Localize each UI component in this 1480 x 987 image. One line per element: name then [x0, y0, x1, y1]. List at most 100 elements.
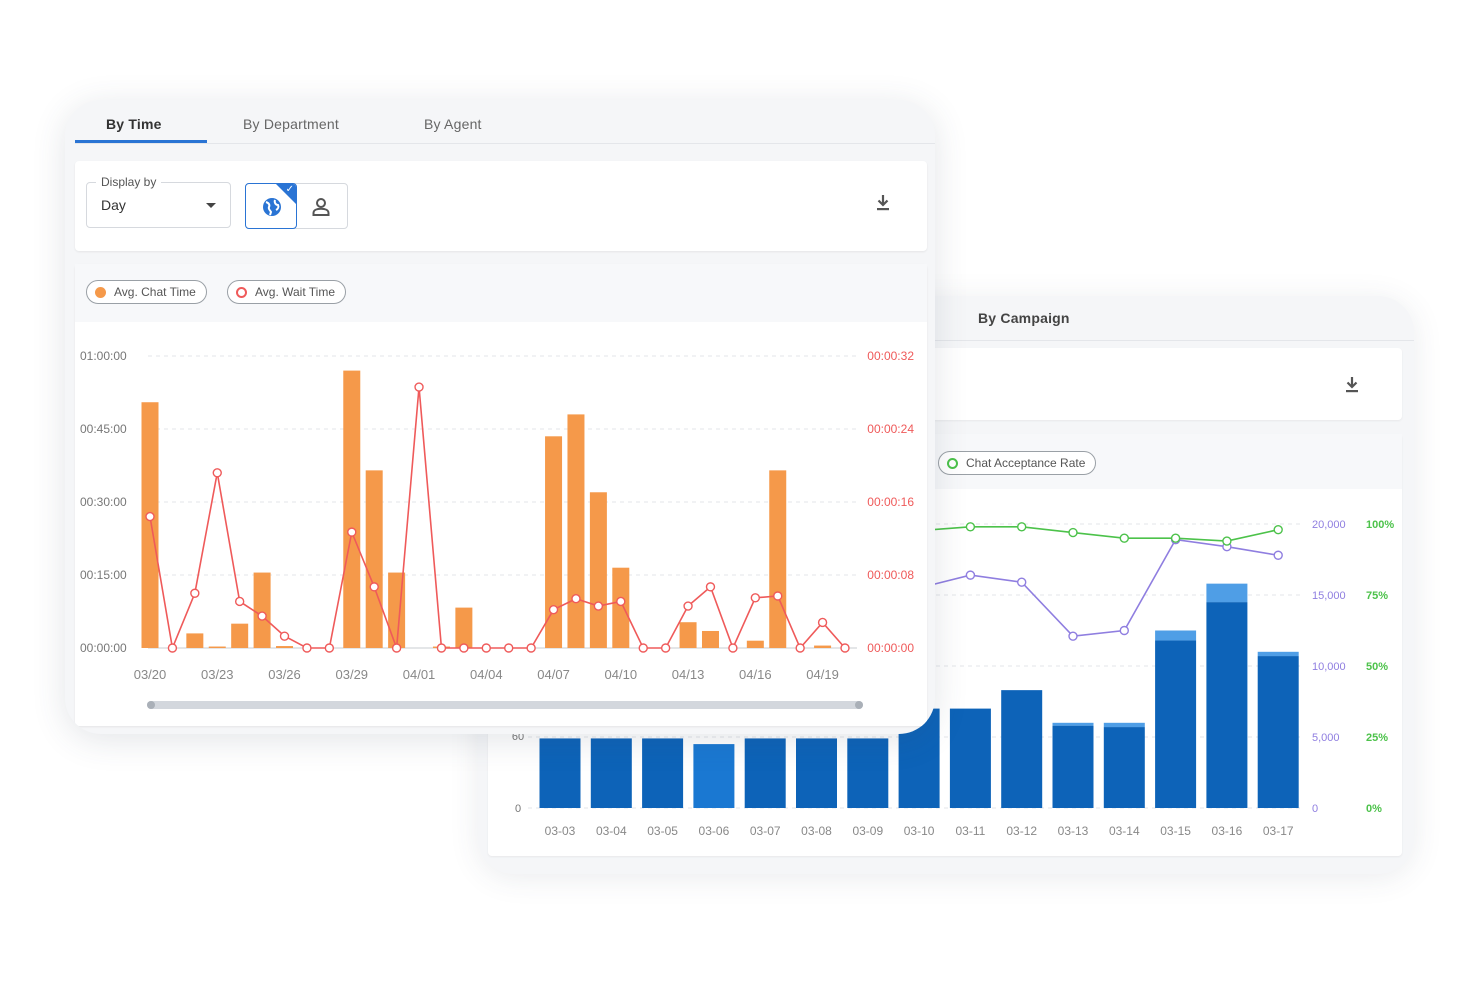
person-icon[interactable]	[310, 196, 332, 218]
wait-time-point	[145, 511, 155, 522]
wait-time-point	[436, 643, 447, 653]
x-axis-tick: 04/13	[672, 667, 705, 682]
chat-time-bar	[769, 470, 787, 648]
campaign-bar	[796, 738, 837, 808]
chat-time-bar	[567, 414, 585, 648]
y-axis-left-tick: 00:15:00	[80, 568, 127, 582]
y-axis-percent-tick: 25%	[1366, 732, 1388, 744]
by-time-card: By Time By Department By Agent Display b…	[65, 100, 935, 734]
tab-by-department[interactable]: By Department	[243, 116, 339, 132]
wait-time-point	[167, 643, 178, 653]
x-axis-tick: 03-03	[545, 824, 576, 838]
legend-avg-wait-time[interactable]: Avg. Wait Time	[227, 280, 347, 304]
x-axis-tick: 04/19	[806, 667, 839, 682]
y-axis-left-tick: 00:45:00	[80, 422, 127, 436]
y-axis-percent-tick: 50%	[1366, 661, 1388, 673]
chat-time-bar	[701, 630, 719, 648]
legend-avg-chat-time[interactable]: Avg. Chat Time	[86, 280, 207, 304]
wait-time-point	[279, 631, 290, 641]
time-chart: 00:00:00 00:15:00 00:30:00 00:45:00 01:00:00…	[80, 349, 914, 709]
download-icon[interactable]	[875, 194, 891, 212]
green-point	[1017, 522, 1027, 532]
range-slider-handle-right	[855, 701, 863, 709]
green-point	[1273, 524, 1283, 535]
selected-corner	[275, 184, 296, 205]
wait-time-point	[234, 596, 245, 607]
tab-by-time[interactable]: By Time	[106, 116, 162, 132]
display-by-value: Day	[101, 197, 126, 213]
wait-time-point	[548, 604, 559, 615]
campaign-bar-top	[1257, 651, 1299, 657]
y-axis-count-tick: 15,000	[1312, 590, 1346, 602]
campaign-bar	[847, 738, 889, 808]
campaign-bar	[1001, 690, 1043, 808]
x-axis-tick: 04/16	[739, 667, 772, 682]
legend-circle-icon	[947, 457, 958, 469]
campaign-bar	[693, 744, 735, 808]
wait-time-point	[324, 643, 335, 653]
range-slider-track	[147, 701, 863, 709]
wait-time-point	[571, 594, 581, 604]
chat-time-bar	[343, 370, 361, 648]
y-axis-count-tick: 0	[1312, 803, 1318, 815]
tab-by-campaign[interactable]: By Campaign	[978, 310, 1070, 326]
wait-time-point	[302, 643, 312, 653]
x-axis-tick: 03-11	[955, 824, 985, 838]
display-by-select[interactable]: Display by Day	[86, 175, 231, 228]
x-axis-tick: 03-15	[1160, 824, 1191, 838]
wait-time-point	[660, 643, 671, 653]
x-axis-tick: 03-16	[1212, 824, 1243, 838]
y-axis-right-tick: 00:00:08	[867, 568, 914, 582]
active-tab-indicator	[75, 140, 207, 143]
chat-time-bar	[679, 622, 697, 648]
x-axis-tick: 03-10	[904, 824, 935, 838]
x-axis-tick: 03-09	[852, 824, 883, 838]
tab-by-agent[interactable]: By Agent	[424, 116, 482, 132]
purple-point	[1119, 625, 1129, 636]
x-axis-tick: 03-07	[750, 824, 781, 838]
campaign-bar-top	[1052, 722, 1094, 726]
purple-point	[1017, 577, 1027, 587]
wait-time-point	[728, 643, 738, 653]
wait-time-point	[683, 601, 693, 611]
x-axis-tick: 03-12	[1006, 824, 1037, 838]
purple-point	[1068, 631, 1078, 641]
green-point	[1119, 533, 1129, 543]
y-axis-percent-tick: 100%	[1366, 519, 1394, 531]
y-axis-count-tick: 20,000	[1312, 519, 1346, 531]
campaign-bar	[1052, 725, 1094, 808]
tab-divider	[478, 340, 1414, 341]
wait-time-point	[347, 527, 357, 537]
wait-time-point	[190, 588, 200, 598]
legend-chat-acceptance-rate[interactable]: Chat Acceptance Rate	[938, 451, 1097, 475]
y-axis-left-tick: 60	[512, 731, 524, 743]
x-axis-tick: 03-06	[699, 824, 730, 838]
y-axis-percent-tick: 0%	[1366, 803, 1382, 815]
purple-point	[965, 570, 976, 580]
x-axis-tick: 03/20	[134, 667, 167, 682]
wait-time-point	[593, 601, 604, 611]
globe-toggle-button[interactable]: ✓	[245, 183, 297, 229]
y-axis-right-tick: 00:00:24	[867, 422, 914, 436]
purple-line	[930, 538, 1279, 638]
campaign-bar-top	[1155, 630, 1197, 641]
download-icon[interactable]	[1344, 376, 1360, 394]
campaign-bar	[590, 738, 632, 808]
range-slider-handle-left	[147, 701, 155, 709]
green-point	[1222, 536, 1232, 546]
display-by-label: Display by	[96, 175, 162, 189]
x-axis-tick: 04/04	[470, 667, 503, 682]
green-point	[965, 522, 976, 532]
chat-time-bar	[612, 567, 630, 648]
campaign-bar	[949, 708, 991, 808]
green-point	[1170, 533, 1181, 543]
wait-time-point	[526, 643, 536, 653]
legend-label: Avg. Wait Time	[255, 285, 336, 299]
chat-time-bar	[208, 646, 226, 649]
x-axis-tick: 03-08	[801, 824, 832, 838]
campaign-bar	[539, 738, 581, 808]
wait-time-point	[257, 611, 267, 621]
chat-time-bar	[141, 402, 159, 648]
y-axis-left-tick: 00:00:00	[80, 641, 127, 655]
y-axis-right-tick: 00:00:16	[867, 495, 914, 509]
